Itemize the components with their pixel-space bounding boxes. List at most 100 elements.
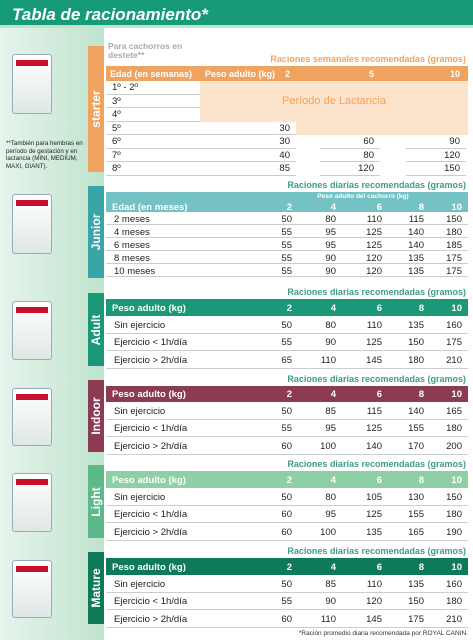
row-label: 6 meses: [114, 239, 150, 251]
column-header: 2: [284, 69, 290, 79]
table-row: [106, 402, 468, 420]
header-row: [106, 471, 468, 488]
section-tab-label: starter: [89, 90, 103, 128]
value: 90: [449, 136, 460, 147]
table-row: [106, 264, 468, 277]
value: 125: [366, 423, 382, 435]
section-tab-label: Junior: [89, 213, 103, 251]
value: 110: [366, 213, 382, 225]
value-cell: [200, 121, 296, 135]
value: 150: [444, 163, 460, 174]
section-tab: [88, 380, 104, 452]
column-header: 10: [451, 302, 462, 314]
table-row: [106, 333, 468, 351]
table-row: [106, 251, 468, 264]
section-title: Raciones diarias recomendadas (gramos): [287, 180, 466, 190]
value: 65: [281, 354, 292, 366]
value: 125: [366, 239, 382, 251]
row-label: Ejercicio < 1h/día: [114, 337, 188, 349]
column-header: Edad (en semanas): [110, 69, 193, 79]
value: 180: [408, 354, 424, 366]
header-row: [106, 66, 468, 81]
section-title: Raciones semanales recomendadas (gramos): [270, 54, 466, 64]
value-cell: [406, 135, 466, 149]
column-header: 8: [418, 474, 424, 486]
value-cell: [320, 162, 380, 176]
section-title: Raciones diarias recomendadas (gramos): [287, 287, 466, 297]
value: 140: [366, 440, 382, 452]
value-cell: [320, 135, 380, 149]
value: 165: [408, 526, 424, 538]
table-row: [106, 238, 468, 251]
column-header: 4: [330, 302, 336, 314]
value: 80: [325, 213, 336, 225]
value: 60: [281, 440, 292, 452]
row-label: Ejercicio > 2h/día: [114, 354, 188, 366]
table-row: [106, 592, 468, 610]
table-row: [106, 610, 468, 628]
value: 180: [446, 423, 462, 435]
row-label-cell: [106, 108, 200, 122]
column-header: 6: [376, 302, 382, 314]
column-header: 4: [330, 561, 336, 573]
row-label-cell: [106, 81, 200, 95]
value: 55: [281, 337, 292, 349]
column-header: 10: [451, 561, 462, 573]
value: 50: [281, 405, 292, 417]
table-row: [106, 505, 468, 523]
value: 55: [281, 252, 292, 264]
value: 180: [446, 509, 462, 521]
value: 55: [281, 239, 292, 251]
value: 135: [408, 252, 424, 264]
value: 60: [363, 136, 374, 147]
product-logo: [16, 307, 48, 313]
value: 200: [446, 440, 462, 452]
value: 180: [446, 226, 462, 238]
value: 90: [325, 265, 336, 277]
column-header: 8: [418, 202, 424, 213]
value: 120: [444, 149, 460, 161]
value: 60: [281, 613, 292, 625]
value: 30: [279, 136, 290, 147]
table-row: [106, 488, 468, 506]
row-label: Ejercicio > 2h/día: [114, 440, 188, 452]
value: 150: [446, 213, 462, 225]
row-label: 4 meses: [114, 226, 150, 238]
section-tab-label: Mature: [89, 568, 103, 608]
value-cell: [200, 135, 296, 149]
value: 185: [446, 239, 462, 251]
value: 165: [446, 405, 462, 417]
column-header: 8: [418, 561, 424, 573]
column-header: 10: [451, 474, 462, 486]
value: 160: [446, 578, 462, 590]
value: 95: [325, 423, 336, 435]
row-label: Sin ejercicio: [114, 405, 166, 417]
value: 115: [366, 405, 382, 417]
row-label: Sin ejercicio: [114, 578, 166, 590]
value-cell: [200, 148, 296, 162]
value: 145: [366, 354, 382, 366]
row-label: Ejercicio > 2h/día: [114, 613, 188, 625]
column-header: Peso adulto (kg): [205, 69, 276, 79]
column-header: 8: [418, 302, 424, 314]
value: 140: [408, 239, 424, 251]
footnote: **También para hembras en período de ges…: [6, 140, 83, 170]
value: 175: [446, 337, 462, 349]
section-tab-label: Indoor: [89, 397, 103, 435]
value: 150: [408, 337, 424, 349]
value: 135: [408, 578, 424, 590]
column-header: Edad (en meses): [112, 202, 188, 213]
table-row: [106, 225, 468, 238]
row-label-cell: [106, 135, 200, 149]
section-title: Raciones diarias recomendadas (gramos): [287, 546, 466, 556]
value: 110: [366, 319, 382, 331]
column-header: Peso adulto (kg): [112, 389, 186, 400]
row-label-cell: [106, 148, 200, 162]
value: 190: [446, 526, 462, 538]
column-header: 4: [330, 474, 336, 486]
row-label: 4º: [112, 109, 121, 120]
value-cell: [406, 162, 466, 176]
value: 95: [325, 509, 336, 521]
column-header: 10: [451, 389, 462, 400]
